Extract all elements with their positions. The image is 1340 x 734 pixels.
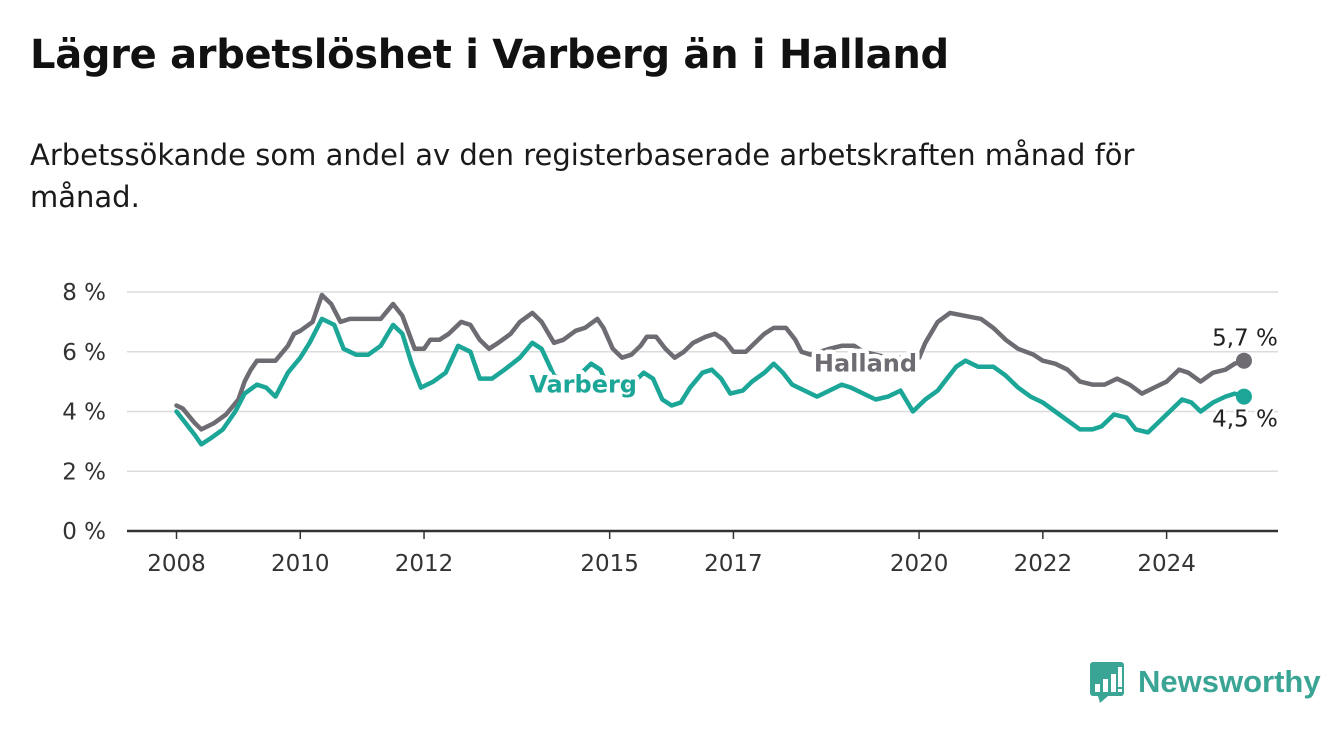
end-value-label-varberg: 4,5 % — [1212, 407, 1278, 433]
end-value-label-halland: 5,7 % — [1212, 326, 1278, 352]
series-label-varberg: Varberg — [529, 371, 637, 399]
y-tick-label: 2 % — [62, 459, 106, 485]
series-label-halland: Halland — [814, 350, 917, 378]
series-line-varberg — [174, 316, 1247, 447]
chart-subtitle: Arbetssökande som andel av den registerb… — [30, 138, 1135, 214]
brand-name: Newsworthy — [1138, 664, 1321, 699]
x-tick-label: 2017 — [704, 551, 763, 577]
brand: Newsworthy — [1088, 660, 1321, 704]
x-tick-label: 2020 — [890, 551, 949, 577]
series-end-point-halland — [1235, 352, 1252, 369]
y-tick-label: 0 % — [62, 519, 106, 545]
series-lines — [174, 292, 1252, 447]
y-tick-label: 8 % — [62, 280, 106, 306]
x-tick-label: 2022 — [1014, 551, 1073, 577]
x-tick-label: 2008 — [147, 551, 206, 577]
y-tick-label: 4 % — [62, 400, 106, 426]
newsworthy-logo-icon — [1090, 662, 1124, 703]
x-tick-label: 2012 — [395, 551, 454, 577]
y-tick-label: 6 % — [62, 340, 106, 366]
x-tick-label: 2010 — [271, 551, 330, 577]
series-labels: 5,7 % 4,5 % Halland Varberg — [525, 323, 1281, 435]
x-tick-label: 2015 — [580, 551, 639, 577]
series-line-halland — [174, 292, 1247, 432]
chart-title: Lägre arbetslöshet i Varberg än i Hallan… — [30, 32, 949, 78]
axes: 0 % 2 % 4 % 6 % 8 % 2008 2010 2012 2015 2017 2020 2… — [62, 280, 1278, 577]
gridlines — [127, 291, 1278, 472]
x-tick-label: 2024 — [1137, 551, 1196, 577]
series-end-point-varberg — [1235, 388, 1252, 405]
